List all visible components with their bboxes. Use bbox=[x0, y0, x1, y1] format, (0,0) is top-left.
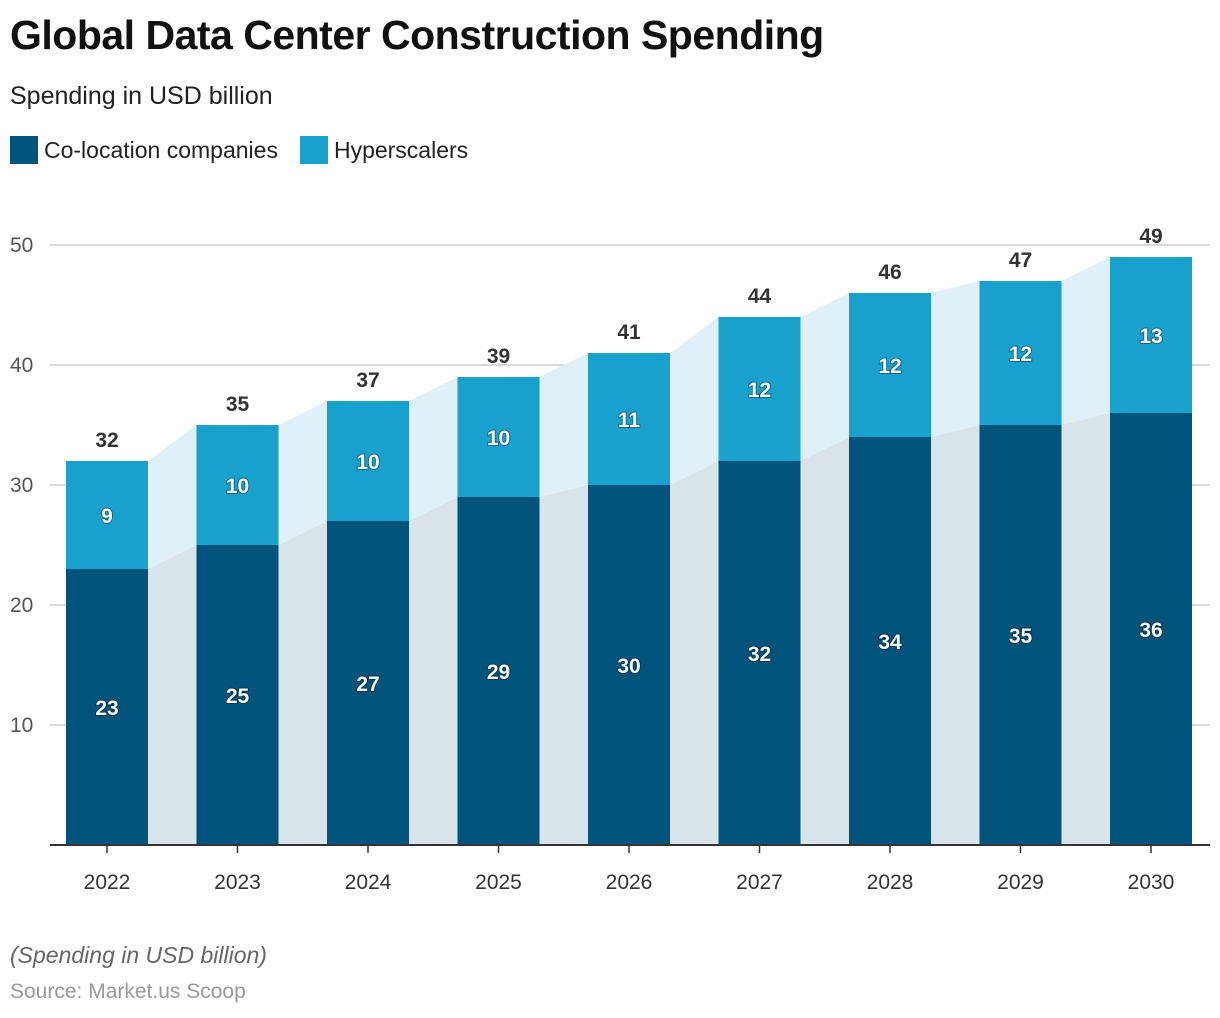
bar-hyperscalers bbox=[327, 401, 409, 521]
total-label: 32 bbox=[95, 429, 118, 452]
connector-area-hyperscalers bbox=[148, 425, 197, 569]
total-label: 47 bbox=[1009, 249, 1032, 272]
bar-hyperscalers bbox=[196, 425, 279, 545]
bar-colocation bbox=[718, 461, 801, 845]
data-label-colocation: 30 bbox=[617, 655, 640, 678]
legend-swatch-colocation bbox=[10, 136, 38, 164]
bar-hyperscalers bbox=[849, 293, 931, 437]
x-tick-label: 2027 bbox=[736, 871, 783, 894]
bar-hyperscalers bbox=[1110, 257, 1192, 413]
chart-note: (Spending in USD billion) bbox=[10, 942, 267, 968]
data-label-colocation: 36 bbox=[1139, 619, 1162, 642]
data-label-colocation: 27 bbox=[356, 673, 379, 696]
legend: Co-location companies Hyperscalers bbox=[10, 136, 490, 164]
chart-plot: 1020304050239322022251035202327103720242… bbox=[10, 225, 1210, 894]
connector-area-hyperscalers bbox=[670, 317, 719, 485]
data-label-colocation: 23 bbox=[95, 697, 118, 720]
total-label: 46 bbox=[878, 261, 901, 284]
connector-area-hyperscalers bbox=[931, 281, 980, 437]
connector-area-colocation bbox=[539, 485, 588, 845]
data-label-hyperscalers: 12 bbox=[1009, 343, 1032, 366]
bar-colocation bbox=[1110, 413, 1192, 845]
total-label: 44 bbox=[748, 285, 772, 308]
connector-area-colocation bbox=[931, 425, 980, 845]
chart-title: Global Data Center Construction Spending bbox=[10, 12, 824, 58]
x-tick-label: 2026 bbox=[606, 871, 653, 894]
total-label: 49 bbox=[1139, 225, 1162, 248]
y-tick-label: 50 bbox=[10, 234, 33, 257]
connector-area-hyperscalers bbox=[278, 401, 327, 545]
legend-swatch-hyperscalers bbox=[299, 136, 328, 164]
total-label: 41 bbox=[617, 321, 641, 344]
data-label-hyperscalers: 11 bbox=[618, 409, 641, 432]
connector-area-colocation bbox=[1061, 413, 1110, 845]
data-label-hyperscalers: 12 bbox=[878, 355, 901, 378]
total-label: 39 bbox=[487, 345, 510, 368]
data-label-hyperscalers: 10 bbox=[487, 427, 510, 450]
legend-label-colocation: Co-location companies bbox=[44, 136, 278, 163]
x-tick-label: 2030 bbox=[1128, 871, 1175, 894]
data-label-colocation: 34 bbox=[878, 631, 902, 654]
connector-area-colocation bbox=[409, 497, 458, 845]
connector-area-hyperscalers bbox=[409, 377, 458, 521]
x-tick-label: 2025 bbox=[475, 871, 522, 894]
data-label-colocation: 29 bbox=[487, 661, 510, 684]
connector-area-colocation bbox=[278, 521, 327, 845]
bar-colocation bbox=[327, 521, 409, 845]
connector-area-colocation bbox=[148, 545, 197, 845]
bar-hyperscalers bbox=[718, 317, 801, 461]
x-tick-label: 2028 bbox=[867, 871, 914, 894]
bar-colocation bbox=[66, 569, 148, 845]
x-tick-label: 2022 bbox=[84, 871, 131, 894]
connector-area-colocation bbox=[670, 461, 719, 845]
data-label-colocation: 25 bbox=[226, 685, 250, 708]
x-tick-label: 2029 bbox=[997, 871, 1044, 894]
data-label-hyperscalers: 13 bbox=[1139, 325, 1162, 348]
data-label-hyperscalers: 9 bbox=[101, 505, 113, 528]
connector-area-hyperscalers bbox=[1061, 257, 1110, 425]
y-tick-label: 30 bbox=[10, 474, 33, 497]
connector-area-hyperscalers bbox=[800, 293, 849, 461]
connector-area-colocation bbox=[800, 437, 849, 845]
bar-hyperscalers bbox=[588, 353, 670, 485]
bar-colocation bbox=[979, 425, 1062, 845]
bar-colocation bbox=[196, 545, 279, 845]
bar-hyperscalers bbox=[457, 377, 540, 497]
connector-area-hyperscalers bbox=[539, 353, 588, 497]
chart-subtitle: Spending in USD billion bbox=[10, 82, 273, 110]
legend-item-hyperscalers: Hyperscalers bbox=[299, 136, 469, 164]
bar-colocation bbox=[588, 485, 670, 845]
data-label-colocation: 35 bbox=[1009, 625, 1033, 648]
x-tick-label: 2024 bbox=[345, 871, 392, 894]
data-label-colocation: 32 bbox=[748, 643, 771, 666]
total-label: 37 bbox=[356, 369, 379, 392]
y-tick-label: 10 bbox=[10, 714, 33, 737]
legend-item-colocation: Co-location companies bbox=[10, 136, 278, 164]
data-label-hyperscalers: 10 bbox=[226, 475, 249, 498]
bar-colocation bbox=[849, 437, 931, 845]
y-tick-label: 20 bbox=[10, 594, 33, 617]
bar-hyperscalers bbox=[979, 281, 1062, 425]
legend-label-hyperscalers: Hyperscalers bbox=[333, 136, 469, 163]
chart-source: Source: Market.us Scoop bbox=[10, 980, 246, 1003]
x-tick-label: 2023 bbox=[214, 871, 261, 894]
y-tick-label: 40 bbox=[10, 354, 33, 377]
data-label-hyperscalers: 12 bbox=[748, 379, 771, 402]
bar-hyperscalers bbox=[66, 461, 148, 569]
total-label: 35 bbox=[226, 393, 250, 416]
data-label-hyperscalers: 10 bbox=[356, 451, 379, 474]
bar-colocation bbox=[457, 497, 540, 845]
